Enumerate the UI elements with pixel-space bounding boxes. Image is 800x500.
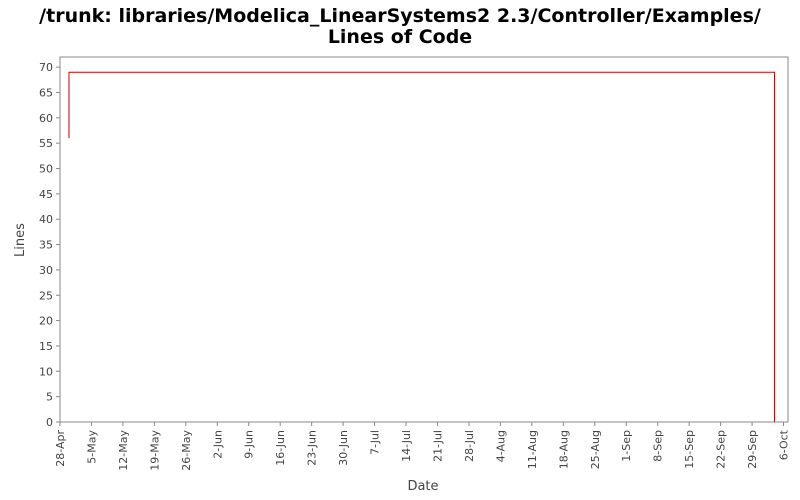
x-tick-label: 22-Sep	[715, 430, 728, 469]
x-tick-label: 26-May	[180, 430, 193, 471]
y-tick-label: 40	[39, 213, 53, 226]
x-tick-label: 28-Jul	[463, 430, 476, 462]
y-tick-label: 35	[39, 239, 53, 252]
x-tick-label: 29-Sep	[746, 430, 759, 469]
x-tick-label: 5-May	[85, 430, 98, 464]
y-tick-label: 50	[39, 163, 53, 176]
x-tick-label: 30-Jun	[337, 430, 350, 466]
y-tick-label: 70	[39, 61, 53, 74]
y-tick-label: 30	[39, 264, 53, 277]
chart-title: Lines of Code	[328, 26, 472, 48]
x-tick-label: 16-Jun	[274, 430, 287, 466]
x-tick-label: 11-Aug	[526, 430, 539, 469]
x-tick-label: 25-Aug	[589, 430, 602, 469]
y-tick-label: 15	[39, 340, 53, 353]
y-tick-label: 10	[39, 365, 53, 378]
y-tick-label: 5	[46, 391, 53, 404]
x-tick-label: 28-Apr	[54, 430, 67, 467]
y-tick-label: 0	[46, 416, 53, 429]
chart-title: /trunk: libraries/Modelica_LinearSystems…	[39, 5, 761, 27]
x-tick-label: 21-Jul	[431, 430, 444, 462]
x-axis-label: Date	[407, 479, 438, 494]
x-tick-label: 9-Jun	[243, 430, 256, 459]
y-tick-label: 45	[39, 188, 53, 201]
x-tick-label: 6-Oct	[778, 429, 791, 460]
y-tick-label: 25	[39, 289, 53, 302]
plot-area	[59, 56, 789, 423]
x-tick-label: 12-May	[117, 430, 130, 471]
x-tick-label: 8-Sep	[652, 430, 665, 462]
data-line	[68, 71, 776, 422]
x-tick-label: 15-Sep	[683, 430, 696, 469]
x-tick-label: 18-Aug	[557, 430, 570, 469]
y-tick-label: 65	[39, 86, 53, 99]
x-tick-label: 4-Aug	[494, 430, 507, 462]
y-tick-label: 20	[39, 315, 53, 328]
x-tick-label: 14-Jul	[400, 430, 413, 462]
x-tick-label: 1-Sep	[620, 430, 633, 462]
x-tick-label: 23-Jun	[306, 430, 319, 466]
x-tick-label: 19-May	[148, 430, 161, 471]
x-tick-label: 2-Jun	[211, 430, 224, 459]
y-tick-label: 55	[39, 137, 53, 150]
y-tick-label: 60	[39, 112, 53, 125]
y-axis-label: Lines	[13, 223, 28, 257]
x-tick-label: 7-Jul	[369, 430, 382, 455]
